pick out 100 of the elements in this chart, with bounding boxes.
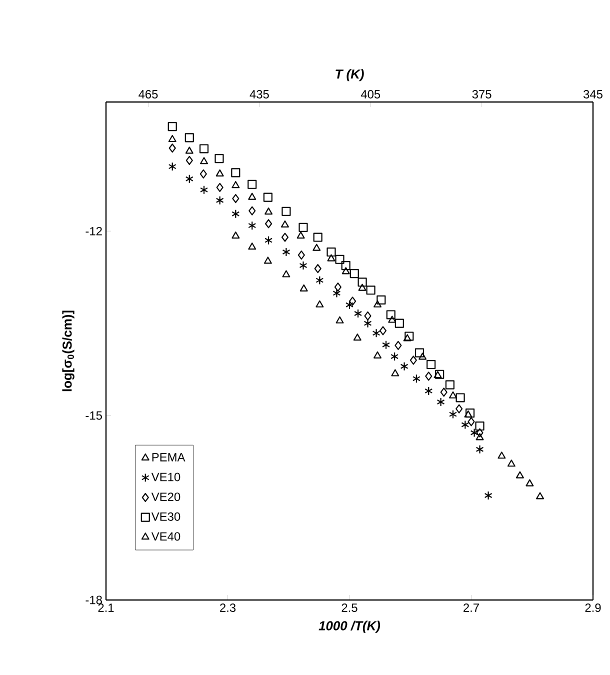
point (232, 181, 240, 188)
point (232, 209, 240, 218)
point (312, 244, 321, 251)
point (468, 417, 475, 426)
point (199, 144, 209, 154)
point (316, 276, 324, 285)
point (327, 254, 336, 262)
point (464, 410, 472, 418)
point (404, 332, 414, 341)
point (264, 256, 272, 264)
point (394, 318, 404, 328)
point (232, 194, 240, 204)
x-tick-label: 2.1 (98, 604, 114, 612)
point (366, 286, 376, 295)
x2-tick-label: 375 (472, 90, 492, 98)
point (248, 206, 256, 216)
legend-label: VE10 (151, 472, 180, 482)
point (372, 328, 380, 338)
y-axis-title: log[σ$_{0}$(S/cm)] (62, 310, 74, 392)
point (280, 220, 289, 228)
point (470, 428, 478, 438)
x2-tick-label: 435 (250, 90, 269, 98)
point (248, 180, 257, 189)
point (379, 326, 387, 336)
x2-tick-label: 465 (138, 90, 158, 98)
point (168, 122, 177, 132)
x2-tick-label: 345 (583, 90, 602, 98)
point (216, 182, 224, 192)
x2-axis-title: T (K) (336, 69, 364, 82)
point (386, 310, 396, 320)
y-tick-label: -12 (86, 226, 102, 236)
point (336, 316, 344, 324)
point (456, 393, 465, 402)
point (316, 300, 324, 308)
point (248, 192, 256, 200)
point (231, 168, 240, 178)
point (186, 156, 193, 165)
point (465, 408, 475, 418)
point (200, 185, 208, 194)
point (264, 208, 273, 215)
point (168, 162, 176, 172)
point (350, 268, 359, 278)
legend-label: VE40 (151, 532, 180, 541)
point (358, 284, 366, 291)
point (498, 452, 506, 459)
point (332, 288, 341, 298)
point (314, 264, 322, 274)
point (358, 278, 367, 287)
legend-label: PEMA (152, 453, 186, 462)
point (216, 169, 224, 176)
point (476, 444, 484, 454)
point (349, 296, 356, 306)
y-tick-label: -18 (86, 596, 102, 604)
point (200, 169, 207, 178)
point (313, 232, 322, 242)
point (335, 254, 344, 264)
point (341, 261, 350, 270)
x-tick-label: 2.9 (585, 604, 601, 612)
point (248, 221, 256, 230)
point (168, 134, 176, 142)
point (456, 404, 463, 414)
point (185, 146, 194, 154)
point (461, 420, 470, 430)
point (435, 370, 444, 379)
x-tick-label: 2.3 (220, 604, 236, 612)
point (354, 308, 362, 318)
point (390, 352, 399, 362)
point (282, 206, 291, 216)
point (298, 250, 305, 260)
point (426, 360, 436, 370)
point (200, 157, 208, 164)
point (281, 232, 289, 242)
point (184, 133, 194, 142)
point (300, 284, 308, 292)
x-tick-label: 2.5 (342, 604, 358, 612)
point (353, 334, 362, 341)
point (214, 154, 224, 164)
point (342, 267, 350, 274)
point (168, 144, 176, 153)
point (394, 340, 402, 350)
point (484, 490, 492, 500)
point (403, 334, 412, 342)
point (264, 236, 273, 245)
point (376, 295, 386, 305)
point (536, 492, 544, 500)
point (476, 428, 484, 438)
point (216, 196, 224, 205)
point (391, 369, 400, 376)
point (418, 352, 427, 360)
point (364, 311, 372, 320)
point (507, 460, 516, 467)
point (424, 386, 433, 396)
point (232, 231, 240, 239)
point (282, 270, 290, 278)
y-tick-label: -15 (86, 411, 102, 420)
point (425, 372, 432, 381)
point (434, 371, 442, 378)
point (382, 340, 390, 350)
point (388, 316, 396, 323)
point (282, 247, 290, 257)
